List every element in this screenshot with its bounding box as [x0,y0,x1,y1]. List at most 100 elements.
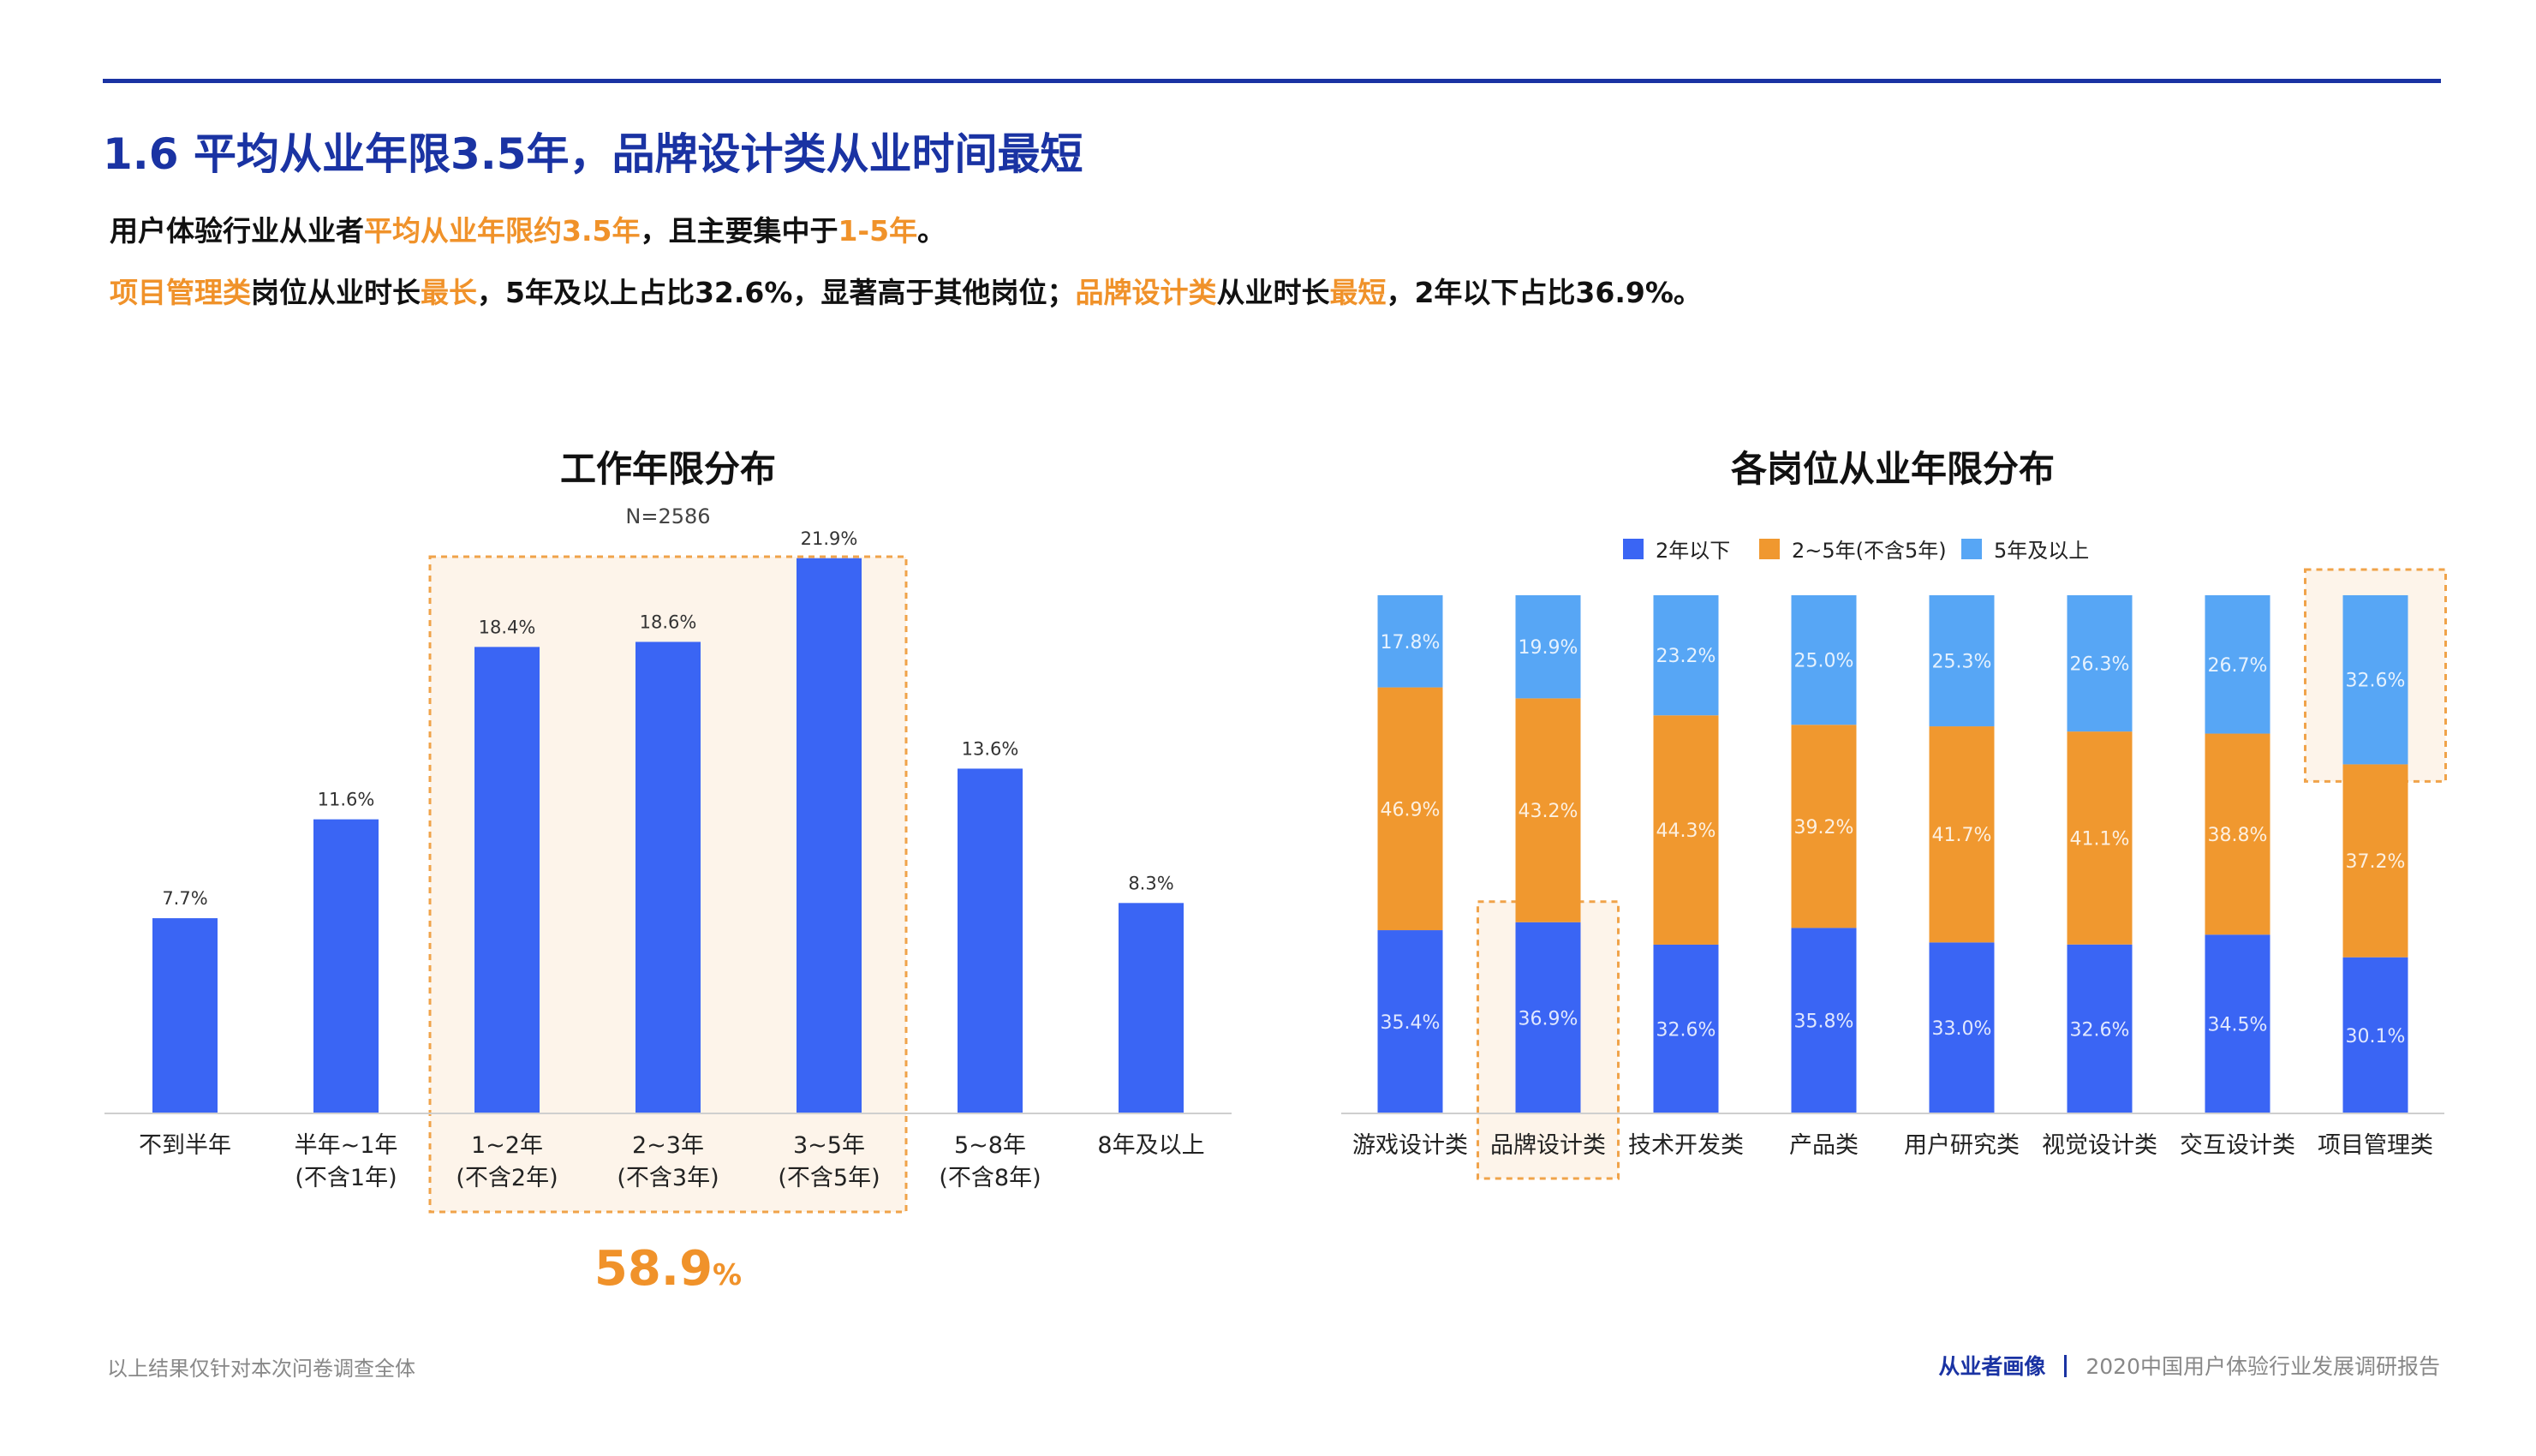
bar-segment [1653,715,1719,945]
data-label: 32.6% [2070,1019,2130,1041]
data-label: 26.3% [2070,654,2130,676]
data-label: 17.8% [1381,632,1441,653]
bar-segment [1929,942,1995,1113]
highlight-total: 58.9% [594,1241,742,1297]
data-label: 30.1% [2346,1026,2406,1047]
summary-text: ，2年以下占比36.9%。 [1386,276,1702,309]
bar [797,558,862,1113]
x-tick-label: 半年~1年 [295,1132,398,1159]
x-tick-label: 2~3年 [632,1132,704,1159]
data-label: 44.3% [1656,820,1716,842]
bar-segment [1653,595,1719,716]
data-label: 37.2% [2346,851,2406,873]
bar-segment [1929,595,1995,727]
data-label: 32.6% [2346,671,2406,692]
bar-segment [1791,725,1857,928]
summary-text: 从业时长 [1216,276,1330,309]
bar-segment [2342,764,2408,958]
x-tick-label: 交互设计类 [2180,1132,2295,1159]
x-tick-label: (不含1年) [295,1165,397,1191]
bar [958,768,1023,1113]
bar-segment [2067,731,2133,945]
x-tick-label: 3~5年 [793,1132,865,1159]
summary-line-2: 项目管理类岗位从业时长最长，5年及以上占比32.6%，显著高于其他岗位；品牌设计… [110,270,1702,311]
chart-subtitle: N=2586 [625,504,710,528]
legend-swatch [1961,539,1982,559]
data-label: 11.6% [318,790,375,810]
legend-label: 2年以下 [1656,539,1730,563]
data-label: 7.7% [162,888,207,909]
bar-segment [1515,698,1581,922]
highlight-text: 品牌设计类 [1075,276,1217,309]
bar-segment [2205,733,2270,935]
bar-segment [1515,595,1581,699]
footer-note: 以上结果仅针对本次问卷调查全体 [107,1357,415,1381]
x-tick-label: 产品类 [1789,1132,1859,1159]
data-label: 23.2% [1656,646,1716,667]
summary-line-1: 用户体验行业从业者平均从业年限约3.5年，且主要集中于1-5年。 [110,208,946,249]
x-tick-label: 品牌设计类 [1490,1132,1606,1159]
bar [635,641,701,1113]
x-tick-label: (不含5年) [778,1165,880,1191]
bar-segment [1377,687,1443,931]
x-tick-label: 5~8年 [954,1132,1026,1159]
bar [313,819,379,1113]
data-label: 35.8% [1794,1011,1854,1033]
summary-text: 。 [917,214,946,248]
data-label: 46.9% [1381,799,1441,820]
data-label: 34.5% [2208,1015,2268,1036]
bar-segment [1377,595,1443,688]
chart-title: 工作年限分布 [560,448,776,490]
bar-segment [2067,595,2133,732]
data-label: 26.7% [2208,655,2268,677]
data-label: 25.3% [1932,652,1992,673]
x-tick-label: (不含3年) [617,1165,719,1191]
data-label: 35.4% [1381,1012,1441,1034]
bar-segment [1929,726,1995,943]
highlight-text: 1-5年 [838,214,918,248]
highlight-text: 最短 [1329,276,1387,309]
x-tick-label: 技术开发类 [1628,1132,1744,1159]
bar-segment [2067,944,2133,1113]
data-label: 32.6% [1656,1019,1716,1041]
data-label: 41.1% [2070,828,2130,850]
bar-segment [1377,930,1443,1113]
x-tick-label: 1~2年 [471,1132,543,1159]
x-tick-label: 8年及以上 [1097,1132,1204,1159]
bar-segment [2205,934,2270,1113]
footer-section: 从业者画像 [1938,1354,2046,1379]
data-label: 8.3% [1128,873,1173,893]
bar-segment [1515,922,1581,1113]
x-tick-label: 游戏设计类 [1352,1132,1468,1159]
x-tick-label: 用户研究类 [1904,1132,2020,1159]
data-label: 19.9% [1519,637,1578,659]
x-tick-label: 视觉设计类 [2042,1132,2157,1159]
highlight-text: 平均从业年限约3.5年 [364,214,641,248]
legend-label: 2~5年(不含5年) [1792,539,1947,563]
summary-text: ，且主要集中于 [640,214,838,248]
summary-text: ，5年及以上占比32.6%，显著高于其他岗位； [477,276,1076,309]
data-label: 39.2% [1794,817,1854,838]
bar-segment [1791,595,1857,725]
x-tick-label: (不含2年) [456,1165,558,1191]
x-tick-label: 不到半年 [139,1132,231,1159]
footer-divider [2064,1355,2068,1377]
footer-right: 从业者画像 2020中国用户体验行业发展调研报告 [1938,1350,2440,1381]
legend-swatch [1623,539,1644,559]
bar [474,647,540,1113]
summary-text: 用户体验行业从业者 [110,214,364,248]
highlight-text: 项目管理类 [110,276,251,309]
bar [152,918,218,1113]
page-title: 1.6 平均从业年限3.5年，品牌设计类从业时间最短 [103,129,1083,179]
x-tick-label: (不含8年) [939,1165,1041,1191]
bar-segment [2342,595,2408,765]
data-label: 25.0% [1794,651,1854,672]
bar-segment [2342,957,2408,1113]
bar-segment [1791,928,1857,1113]
data-label: 43.2% [1519,801,1578,822]
legend-label: 5年及以上 [1994,539,2089,563]
highlight-total-unit: % [713,1258,742,1292]
data-label: 18.6% [640,612,697,632]
